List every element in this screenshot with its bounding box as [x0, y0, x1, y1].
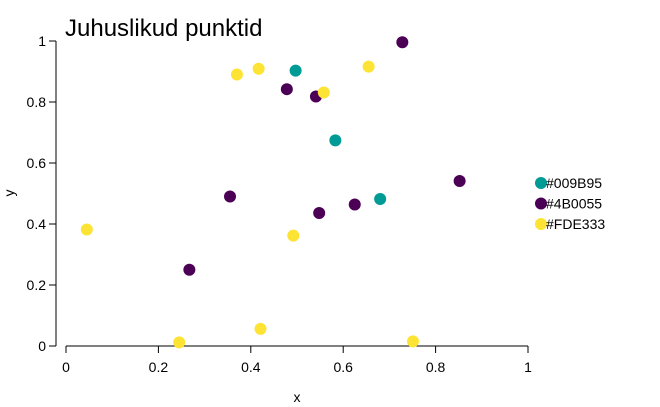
data-point	[252, 62, 265, 75]
data-point	[374, 192, 387, 205]
data-point	[224, 190, 237, 203]
data-point	[396, 36, 409, 49]
x-tick-label: 0.8	[426, 359, 446, 375]
y-tick-label: 0.4	[27, 216, 47, 232]
y-tick-label: 0.6	[27, 155, 47, 171]
chart-title: Juhuslikud punktid	[65, 15, 262, 42]
data-point	[80, 223, 93, 236]
data-point	[313, 207, 326, 220]
data-point	[183, 263, 196, 276]
legend-marker	[535, 218, 547, 230]
data-point	[280, 83, 293, 96]
legend-label: #FDE333	[546, 216, 605, 232]
y-tick-label: 1	[38, 33, 46, 49]
legend-label: #4B0055	[546, 196, 602, 212]
data-point	[173, 336, 186, 349]
y-axis-label: y	[1, 190, 17, 197]
y-tick-label: 0.2	[27, 277, 47, 293]
legend-marker	[535, 197, 547, 210]
y-tick-label: 0	[38, 338, 46, 354]
data-point	[287, 229, 300, 242]
data-point	[289, 64, 302, 77]
data-point	[230, 68, 243, 81]
x-tick-label: 0.6	[333, 359, 353, 375]
axes: 0 0.2 0.4 0.6 0.8 1 0 0.2 0.4 0.6 0.8 1	[27, 33, 533, 375]
data-point	[254, 322, 267, 335]
x-tick-label: 0.4	[241, 359, 261, 375]
legend: #009B95 #4B0055 #FDE333	[535, 175, 605, 232]
data-point	[362, 60, 375, 73]
x-tick-label: 0	[62, 359, 70, 375]
data-point	[348, 198, 361, 211]
data-point	[317, 86, 330, 99]
data-point	[453, 174, 466, 187]
legend-label: #009B95	[546, 175, 602, 191]
legend-marker	[535, 177, 547, 189]
data-points	[80, 36, 466, 349]
data-point	[406, 335, 419, 348]
x-tick-label: 1	[524, 359, 532, 375]
x-tick-label: 0.2	[149, 359, 169, 375]
x-axis-label: x	[294, 389, 301, 405]
y-tick-label: 0.8	[27, 94, 47, 110]
data-point	[329, 134, 342, 147]
